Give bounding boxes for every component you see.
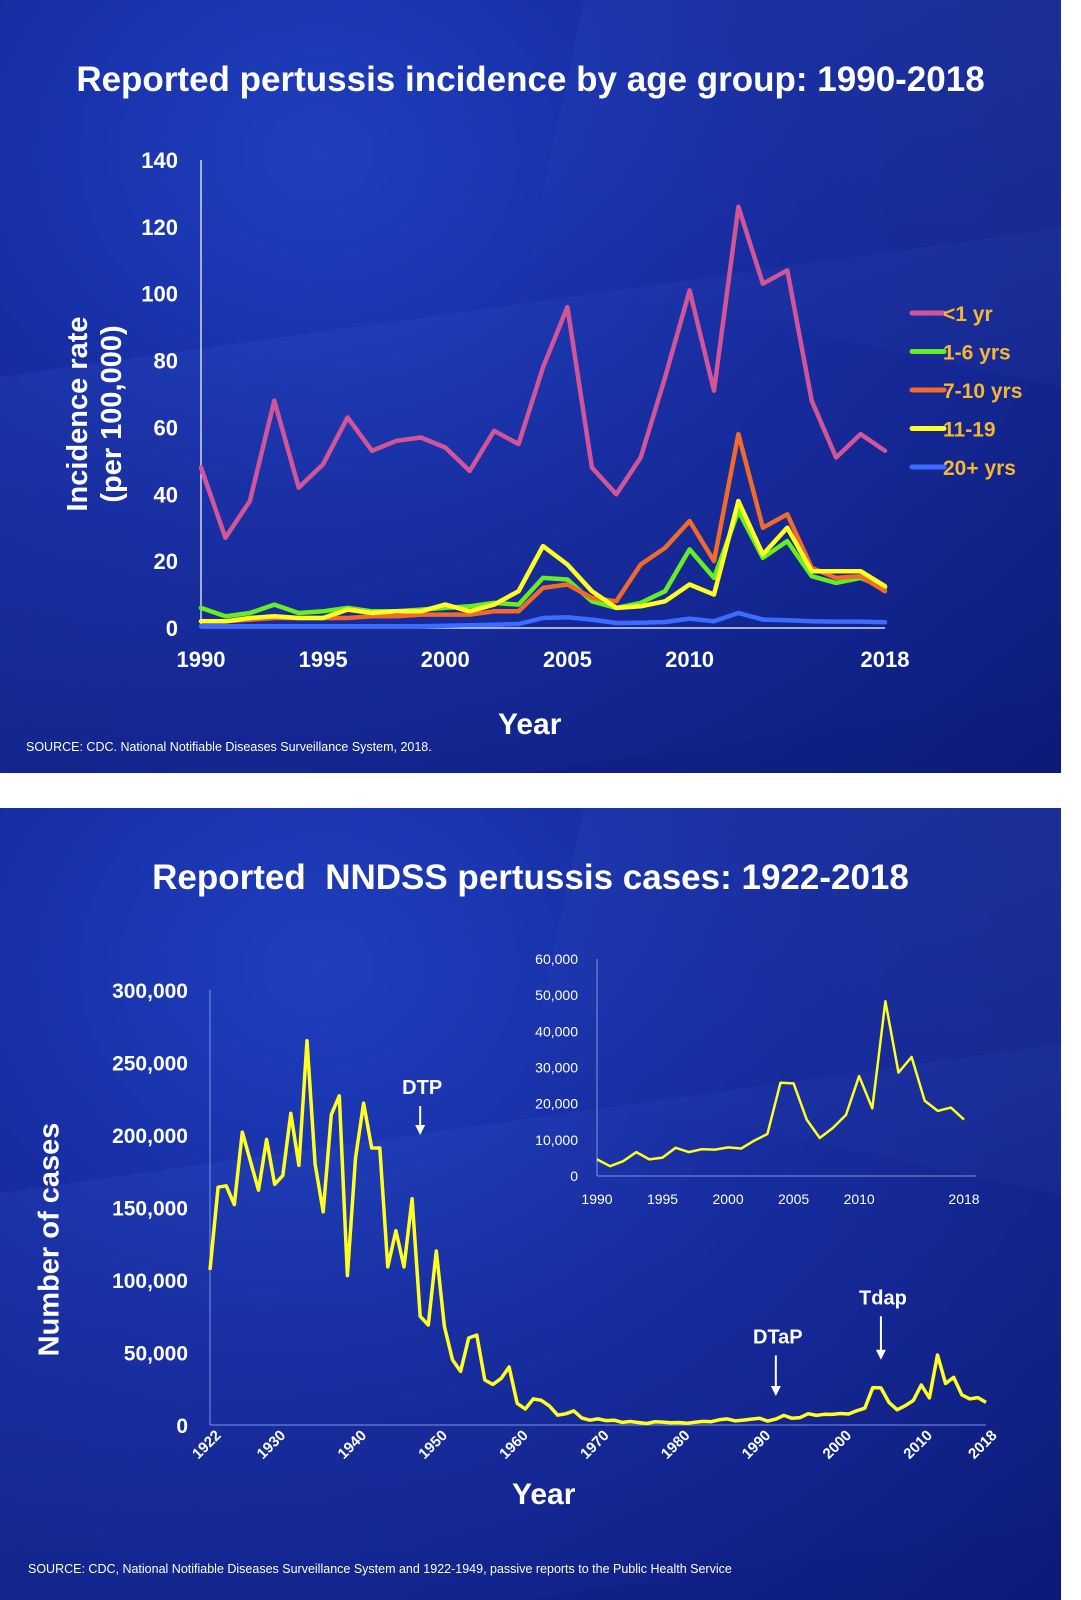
inset-x-tick-label: 2005 [778,1191,809,1207]
legend-label: 11-19 [943,419,996,442]
y-tick-label: 50,000 [124,1343,188,1366]
inset-y-tick-label: 60,000 [535,951,578,967]
inset-x-tick-label: 2010 [844,1191,875,1207]
y-tick-label: 100 [141,282,178,307]
annotation-label: DTaP [753,1326,803,1348]
series-line-0 [198,204,888,540]
y-tick-label: 120 [141,215,178,240]
annotation-label: Tdap [859,1287,907,1309]
series-line-2 [198,431,888,624]
inset-y-tick-label: 20,000 [535,1096,578,1112]
y-tick-label: 0 [166,616,178,641]
annotation-arrowhead [875,1349,886,1360]
x-axis-label: Year [512,1478,576,1511]
y-axis-label: Number of cases [33,1122,66,1357]
inset-x-tick-label: 2000 [712,1191,743,1207]
chart-title: Reported NNDSS pertussis cases: 1922-201… [152,858,909,897]
x-tick-label: 1970 [577,1427,613,1463]
y-tick-label: 40 [154,482,178,507]
y-tick-label: 250,000 [112,1053,188,1076]
slide-nndss-cases: Reported NNDSS pertussis cases: 1922-201… [0,808,1061,1600]
inset-y-tick-label: 0 [570,1168,578,1184]
x-tick-label: 1980 [658,1427,694,1463]
x-tick-label: 2010 [665,647,714,672]
x-tick-label: 1950 [415,1427,451,1463]
x-tick-label: 1990 [177,647,226,672]
y-tick-label: 200,000 [112,1125,188,1148]
y-tick-label: 140 [141,148,178,173]
series-line-3 [198,498,888,624]
source-note: SOURCE: CDC, National Notifiable Disease… [28,1562,732,1576]
x-tick-label: 2018 [861,647,910,672]
annotation-arrowhead [770,1386,781,1396]
legend-label: 20+ yrs [943,457,1016,480]
x-tick-label: 1990 [739,1427,775,1463]
x-tick-label: 2018 [965,1427,1001,1463]
annotation-label: DTP [402,1077,442,1099]
inset-y-tick-label: 10,000 [535,1132,578,1148]
inset-x-tick-label: 2018 [948,1191,979,1207]
x-tick-label: 1995 [299,647,348,672]
x-tick-label: 2005 [543,647,592,672]
x-tick-label: 2010 [900,1427,936,1463]
x-axis-label: Year [498,708,562,741]
slide-incidence-by-age: Reported pertussis incidence by age grou… [0,0,1061,773]
series-line-1 [198,508,888,619]
y-axis-label: Incidence rate (per 100,000) [62,316,128,512]
inset-y-tick-label: 50,000 [535,987,578,1003]
series-line-4 [198,610,888,629]
y-tick-label: 100,000 [112,1270,188,1293]
legend-label: 7-10 yrs [943,380,1022,403]
x-tick-label: 1930 [254,1427,290,1463]
incidence-chart: 0 20 40 60 80 100 120 140 1990 1995 2000 2005 2010 20… [141,148,1022,672]
annotation-arrowhead [415,1125,426,1135]
legend-label: <1 yr [943,303,993,326]
y-tick-label: 300,000 [112,980,188,1003]
source-note: SOURCE: CDC. National Notifiable Disease… [26,740,432,754]
x-tick-label: 2000 [421,647,470,672]
inset-x-tick-label: 1995 [647,1191,678,1207]
inset-y-tick-label: 40,000 [535,1023,578,1039]
y-tick-label: 150,000 [112,1198,188,1221]
inset-cases-line [596,1000,965,1168]
chart-title: Reported pertussis incidence by age grou… [76,60,985,99]
x-tick-label: 1940 [335,1427,371,1463]
x-tick-label: 1960 [496,1427,532,1463]
inset-y-tick-label: 30,000 [535,1060,578,1076]
y-tick-label: 0 [176,1415,188,1438]
inset-x-tick-label: 1990 [581,1191,612,1207]
y-tick-label: 20 [154,549,178,574]
x-tick-label: 2000 [820,1427,856,1463]
cases-line [208,1039,987,1426]
cases-chart: 0 50,000 100,000 150,000 200,000 250,000 300,0… [112,951,1001,1463]
y-tick-label: 60 [154,415,178,440]
x-tick-label: 1922 [189,1427,225,1463]
legend-label: 1-6 yrs [943,342,1011,365]
y-tick-label: 80 [154,349,178,374]
